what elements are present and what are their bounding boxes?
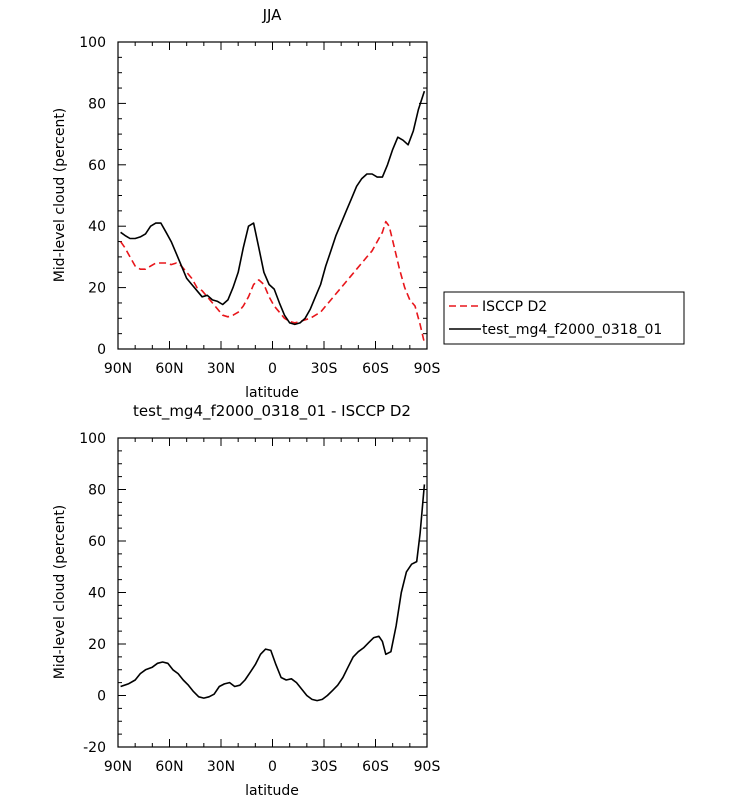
bottom-x-tick-label: 90N — [104, 759, 132, 775]
top-chart-title: JJA — [262, 6, 283, 24]
legend: ISCCP D2 test_mg4_f2000_0318_01 — [443, 291, 685, 345]
top-y-tick-label: 100 — [79, 35, 106, 51]
bottom-y-tick-label: 40 — [88, 586, 106, 602]
top-x-tick-label: 30S — [311, 361, 338, 377]
bottom-panel: test_mg4_f2000_0318_01 - ISCCP D2 Mid-le… — [52, 402, 440, 799]
top-y-tick-label: 20 — [88, 281, 106, 297]
bottom-y-tick-label: 20 — [88, 637, 106, 653]
top-x-axis-label: latitude — [245, 385, 299, 401]
top-x-tick-label: 60S — [362, 361, 389, 377]
bottom-x-tick-label: 30N — [207, 759, 235, 775]
bottom-x-tick-label: 0 — [268, 759, 277, 775]
top-x-tick-label: 90N — [104, 361, 132, 377]
legend-label-model: test_mg4_f2000_0318_01 — [482, 322, 662, 338]
bottom-x-tick-label: 60N — [155, 759, 183, 775]
top-panel: JJA Mid-level cloud (percent) latitude 0… — [52, 6, 685, 401]
top-x-tick-label: 90S — [414, 361, 441, 377]
top-x-tick-label: 30N — [207, 361, 235, 377]
top-y-tick-label: 60 — [88, 158, 106, 174]
top-series-line-obs — [119, 220, 426, 344]
bottom-x-tick-label: 30S — [311, 759, 338, 775]
bottom-y-tick-label: -20 — [83, 740, 106, 756]
bottom-plot-frame — [117, 437, 428, 748]
bottom-y-tick-label: 80 — [88, 483, 106, 499]
legend-label-obs: ISCCP D2 — [482, 299, 547, 315]
bottom-x-axis-label: latitude — [245, 783, 299, 799]
top-y-tick-label: 0 — [97, 342, 106, 358]
bottom-y-tick-label: 60 — [88, 534, 106, 550]
top-x-tick-label: 60N — [155, 361, 183, 377]
legend-box — [443, 291, 685, 345]
bottom-x-tick-label: 90S — [414, 759, 441, 775]
top-x-tick-label: 0 — [268, 361, 277, 377]
top-y-tick-label: 80 — [88, 96, 106, 112]
bottom-y-tick-label: 100 — [79, 431, 106, 447]
bottom-y-axis-label: Mid-level cloud (percent) — [52, 505, 68, 680]
top-y-tick-label: 40 — [88, 219, 106, 235]
top-y-axis-label: Mid-level cloud (percent) — [52, 108, 68, 283]
top-series-line-model — [120, 90, 426, 326]
bottom-chart-title: test_mg4_f2000_0318_01 - ISCCP D2 — [133, 402, 411, 421]
bottom-series-line-model — [120, 484, 426, 702]
bottom-x-tick-label: 60S — [362, 759, 389, 775]
bottom-y-tick-label: 0 — [97, 689, 106, 705]
